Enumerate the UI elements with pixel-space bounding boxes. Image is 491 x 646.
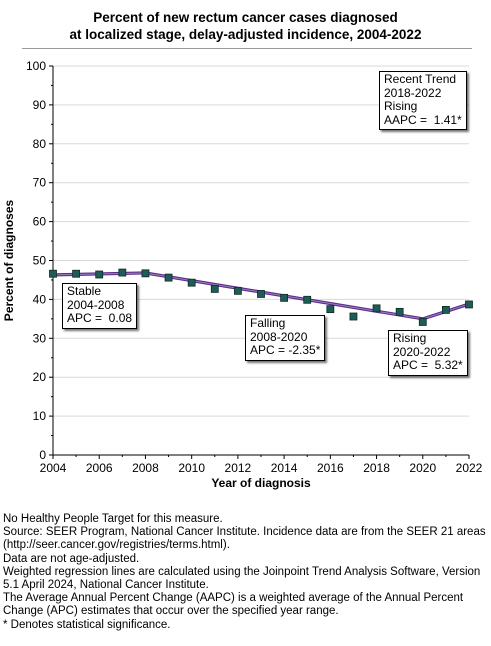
y-tick-label: 30 bbox=[33, 331, 47, 345]
annotation-line: Rising bbox=[393, 331, 427, 345]
footnote: The Average Annual Percent Change (AAPC)… bbox=[3, 592, 464, 618]
x-tick-label: 2020 bbox=[409, 461, 436, 475]
x-tick-label: 2006 bbox=[86, 461, 113, 475]
y-axis-title: Percent of diagnoses bbox=[2, 199, 16, 321]
x-tick-label: 2012 bbox=[225, 461, 252, 475]
observed-point bbox=[233, 286, 242, 295]
annotation-rising: Rising 2020-2022 APC = 5.32* bbox=[388, 330, 468, 376]
observed-point bbox=[164, 273, 173, 282]
footnote: Weighted regression lines are calculated… bbox=[3, 565, 481, 592]
annotation-line: 2018-2022 bbox=[384, 85, 442, 100]
observed-point bbox=[118, 268, 127, 277]
observed-point bbox=[465, 300, 473, 309]
x-tick-label: 2022 bbox=[456, 461, 483, 475]
chart-title: Percent of new rectum cancer cases diagn… bbox=[0, 9, 491, 43]
footnote: No Healthy People Target for this measur… bbox=[3, 513, 223, 525]
observed-point bbox=[372, 304, 381, 313]
y-tick-label: 100 bbox=[26, 59, 46, 73]
annotation-line: AAPC = 1.41* bbox=[384, 112, 462, 127]
x-tick-label: 2004 bbox=[40, 461, 67, 475]
observed-point bbox=[441, 306, 450, 314]
x-tick-label: 2010 bbox=[178, 461, 205, 475]
title-divider bbox=[22, 48, 472, 49]
x-tick-label: 2016 bbox=[317, 461, 344, 475]
x-tick-label: 2014 bbox=[271, 461, 298, 475]
y-tick-label: 0 bbox=[39, 448, 46, 462]
annotation-line: Stable bbox=[67, 284, 102, 298]
footnotes: No Healthy People Target for this measur… bbox=[3, 513, 488, 632]
y-tick-label: 20 bbox=[33, 370, 47, 384]
annotation-line: 2004-2008 bbox=[67, 297, 125, 312]
observed-point bbox=[395, 307, 404, 316]
annotation-line: Falling bbox=[250, 316, 286, 330]
footnote: Source: SEER Program, National Cancer In… bbox=[3, 526, 486, 552]
annotation-line: Rising bbox=[384, 99, 418, 113]
observed-markers bbox=[49, 268, 473, 326]
annotation-line: 2008-2020 bbox=[250, 329, 308, 344]
observed-point bbox=[72, 269, 81, 278]
observed-point bbox=[49, 269, 57, 278]
annotation-falling: Falling 2008-2020 APC = -2.35* bbox=[245, 315, 326, 361]
annotation-line: APC = -2.35* bbox=[250, 343, 321, 357]
chart-title-line-2: at localized stage, delay-adjusted incid… bbox=[69, 27, 422, 42]
observed-point bbox=[210, 284, 219, 293]
observed-point bbox=[257, 290, 265, 298]
annotation-recent-trend: Recent Trend 2018-2022 Rising AAPC = 1.4… bbox=[379, 71, 467, 130]
annotation-line: APC = 5.32* bbox=[393, 358, 463, 372]
y-tick-label: 80 bbox=[33, 137, 47, 151]
x-tick-label: 2008 bbox=[132, 461, 159, 475]
annotation-stable: Stable 2004-2008 APC = 0.08 bbox=[62, 283, 138, 329]
y-tick-label: 10 bbox=[33, 409, 47, 423]
observed-point bbox=[187, 278, 196, 287]
observed-point bbox=[349, 312, 358, 321]
footnote: Data are not age-adjusted. bbox=[3, 552, 140, 565]
x-axis-title: Year of diagnosis bbox=[211, 476, 311, 490]
x-tick-label: 2018 bbox=[363, 461, 390, 475]
y-tick-label: 50 bbox=[33, 254, 47, 268]
y-tick-label: 90 bbox=[33, 98, 47, 112]
observed-point bbox=[303, 295, 312, 304]
annotation-line: APC = 0.08 bbox=[67, 311, 133, 325]
y-tick-label: 70 bbox=[33, 176, 47, 190]
axis-ticks: 0 10 20 30 40 50 60 70 80 90 100 2004 2006 2008 2010 20… bbox=[26, 59, 483, 475]
observed-point bbox=[141, 269, 150, 278]
observed-point bbox=[418, 318, 427, 326]
observed-point bbox=[280, 293, 289, 302]
footnote: * Denotes statistical significance. bbox=[3, 618, 171, 631]
y-tick-label: 60 bbox=[33, 215, 47, 229]
observed-point bbox=[326, 305, 335, 314]
y-tick-label: 40 bbox=[33, 292, 47, 306]
chart-title-line-1: Percent of new rectum cancer cases diagn… bbox=[93, 10, 398, 25]
observed-point bbox=[95, 270, 104, 279]
annotation-line: Recent Trend bbox=[384, 72, 457, 86]
annotation-line: 2020-2022 bbox=[393, 344, 451, 359]
